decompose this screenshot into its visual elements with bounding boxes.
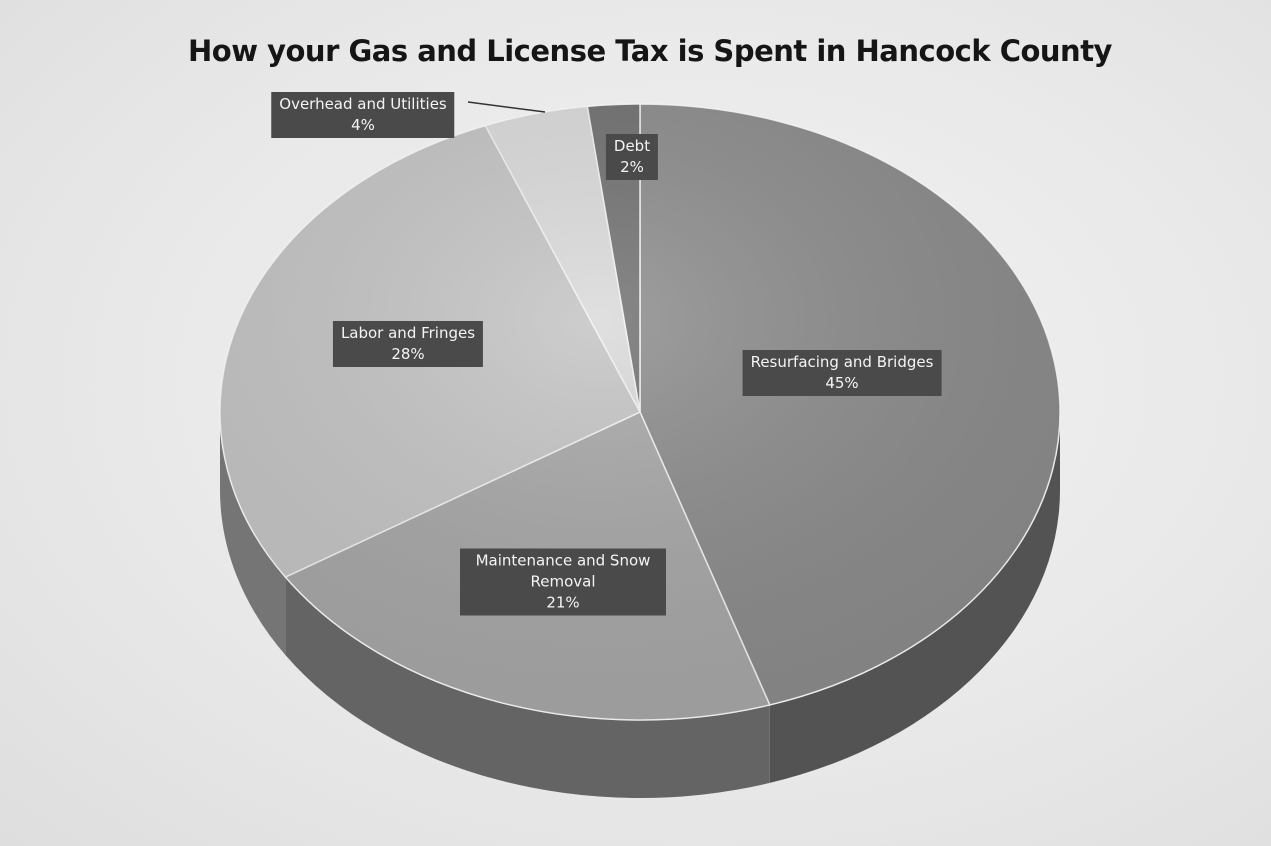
slice-label-name: Resurfacing and Bridges — [750, 353, 934, 371]
slice-label-4: Debt 2% — [605, 134, 659, 180]
slice-label-2: Labor and Fringes 28% — [332, 321, 484, 367]
slice-label-name: Labor and Fringes — [340, 324, 476, 342]
slice-label-value: 45% — [825, 374, 859, 392]
slice-label-name: Maintenance and Snow Removal — [475, 551, 651, 591]
chart-title: How your Gas and License Tax is Spent in… — [188, 34, 1112, 68]
slice-label-0: Resurfacing and Bridges 45% — [742, 350, 942, 396]
slice-label-value: 28% — [391, 345, 425, 363]
slice-label-value: 2% — [620, 158, 644, 176]
slice-label-value: 4% — [351, 116, 375, 134]
slice-label-name: Overhead and Utilities — [279, 95, 447, 113]
slice-label-1: Maintenance and Snow Removal 21% — [460, 548, 666, 616]
slice-label-name: Debt — [613, 137, 651, 155]
leader-line — [467, 101, 546, 113]
slice-label-value: 21% — [546, 593, 580, 612]
pie-slice-side-1 — [285, 577, 770, 798]
slice-label-3: Overhead and Utilities 4% — [271, 92, 455, 138]
